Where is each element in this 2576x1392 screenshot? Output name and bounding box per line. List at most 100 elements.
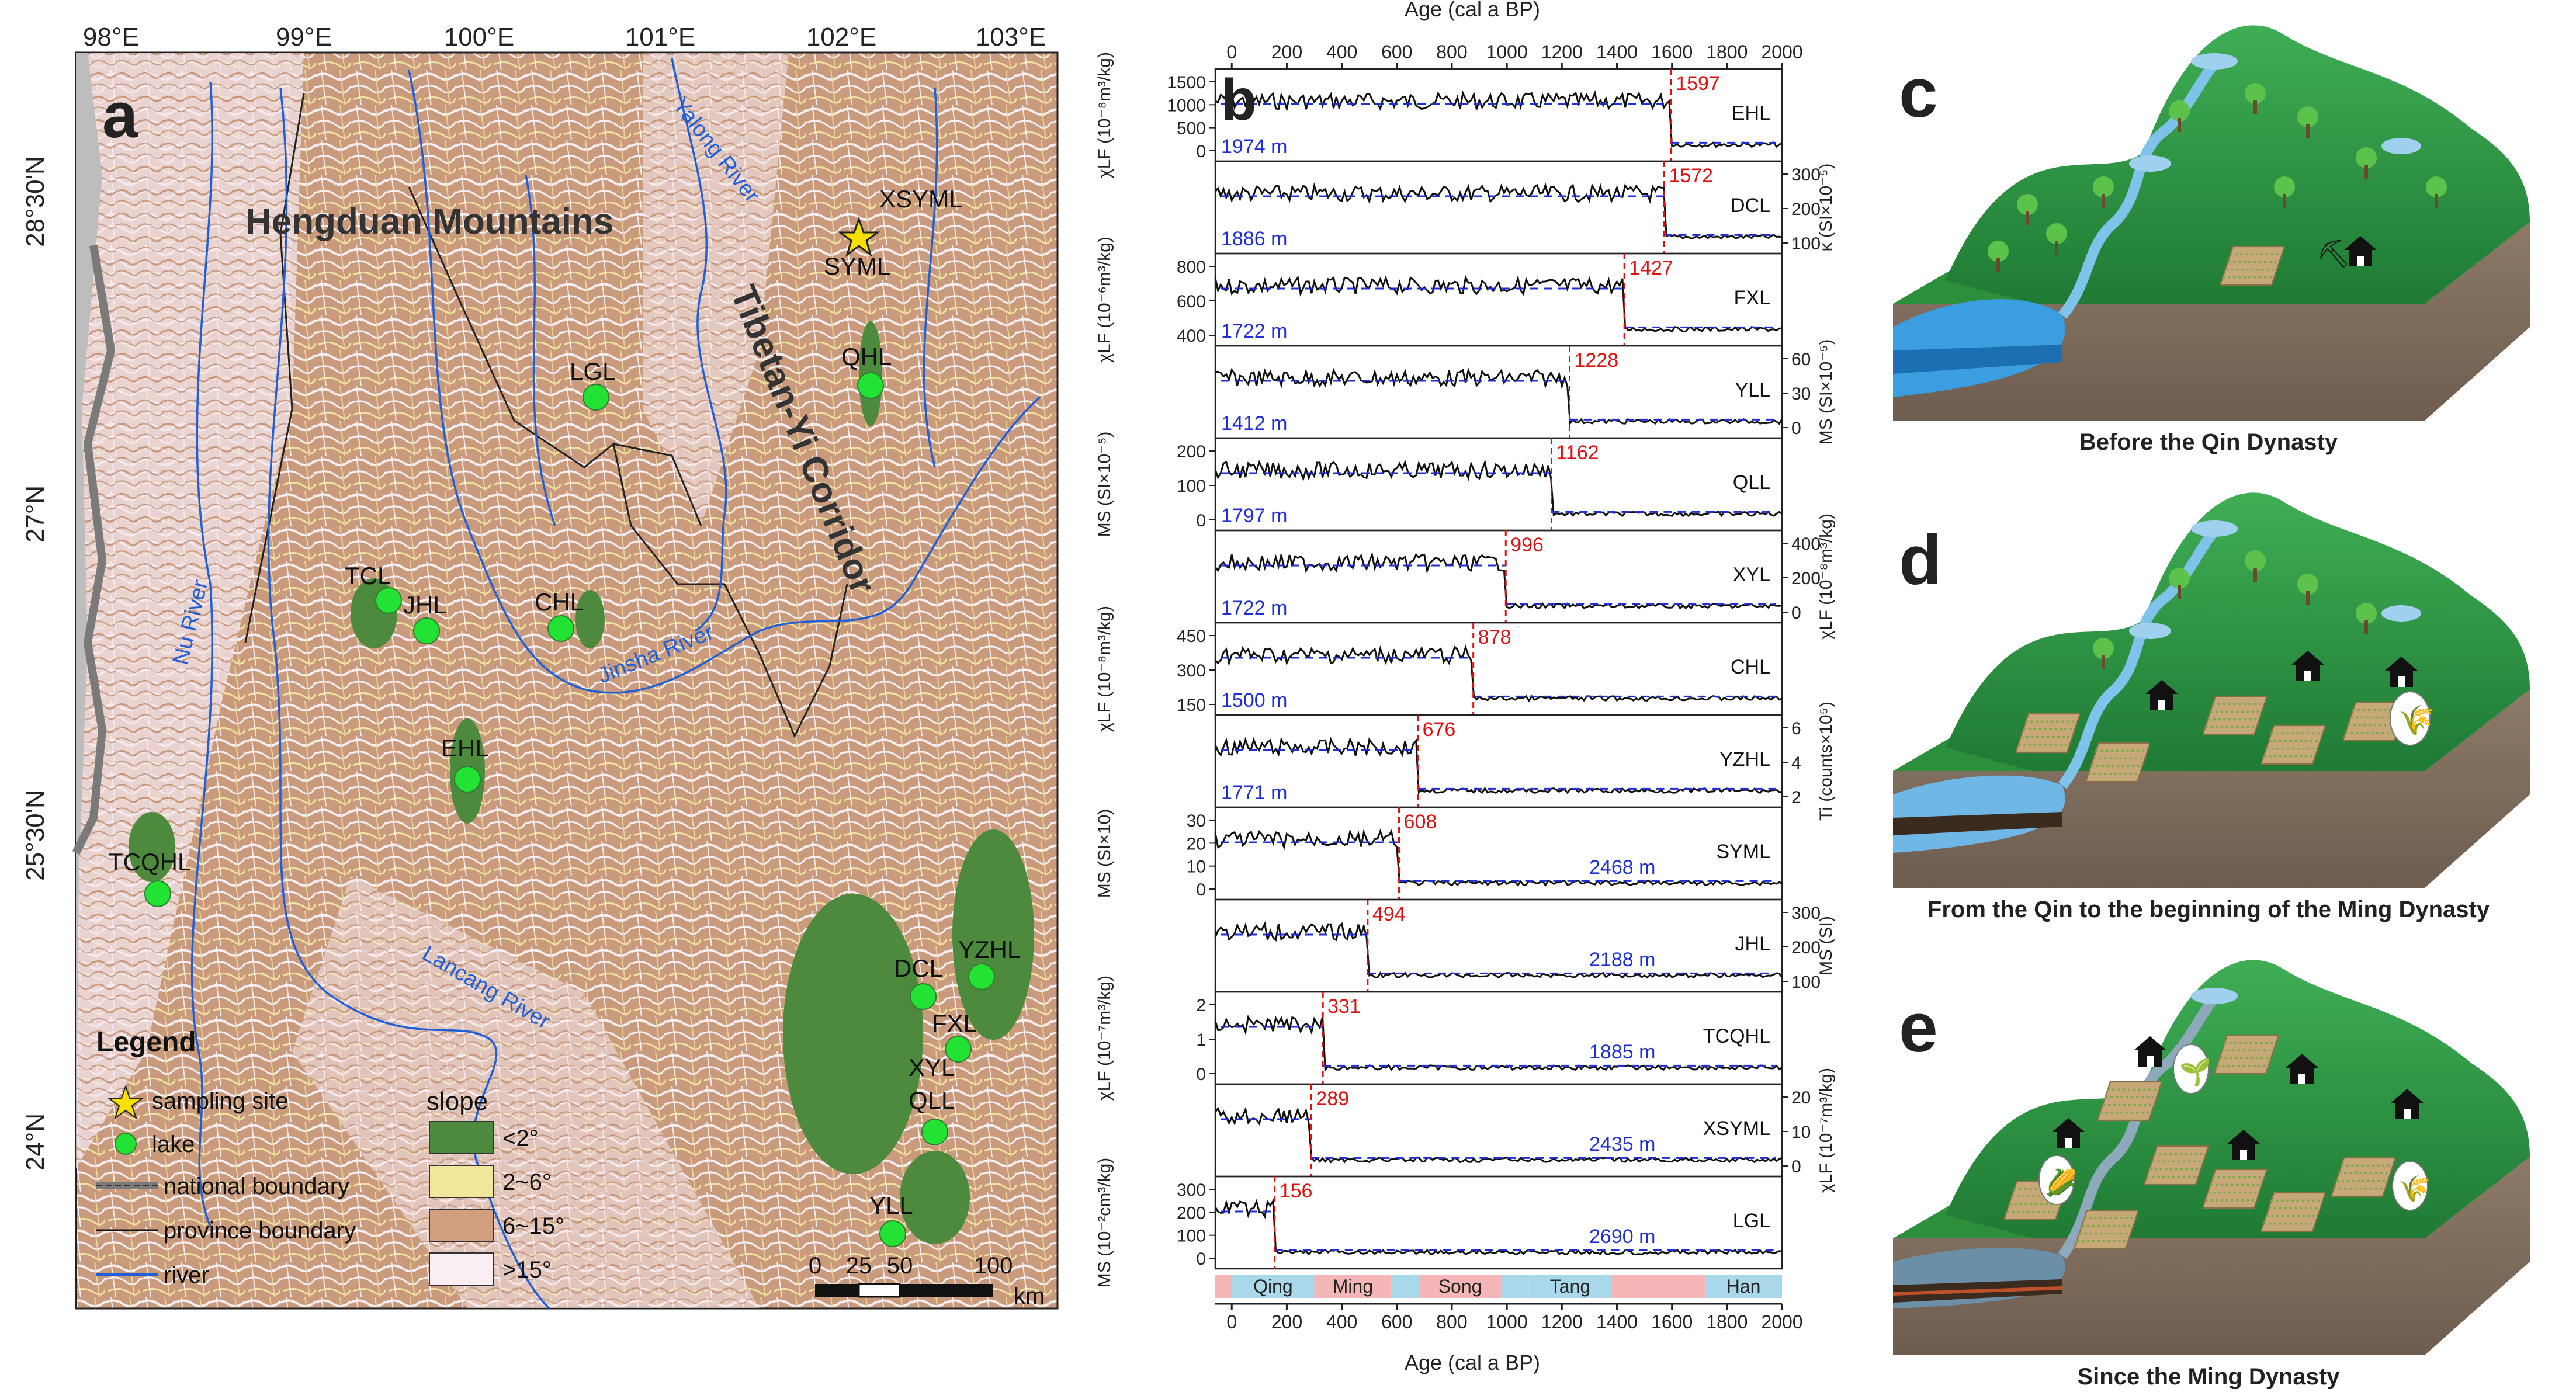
track-chl: 878 CHL 1500 m 450 300 150 — [1177, 622, 1783, 716]
elevation-label: 1771 m — [1221, 782, 1287, 804]
sampling-site-star — [837, 216, 880, 257]
steep-terrain-west — [76, 53, 304, 1168]
dynasty-segment — [1705, 1275, 1782, 1298]
record-curve — [1214, 828, 1783, 887]
y-tick: 400 — [1177, 327, 1206, 346]
elevation-label: 1412 m — [1221, 412, 1287, 435]
scale-tick: 100 — [974, 1253, 1013, 1279]
track-xyl: 996 XYL 1722 m 400 200 0 — [1214, 529, 1821, 624]
track-fxl: 1427 FXL 1722 m 800 600 400 — [1177, 252, 1783, 347]
lake-yzhl-dot — [968, 963, 995, 990]
track-jhl: 494 JHL 2188 m 300 200 100 — [1214, 898, 1821, 993]
track-tcqhl: 331 TCQHL 1885 m 2 1 0 — [1196, 991, 1783, 1085]
change-point-label: 996 — [1510, 534, 1544, 556]
x-axis-title-top: Age (cal a BP) — [1405, 0, 1540, 21]
y-axis-label: MS (SI×10⁻⁵) — [1095, 432, 1114, 537]
slope-label: <2° — [502, 1126, 539, 1151]
lake-label: DCL — [894, 954, 943, 982]
nu-river — [190, 81, 213, 1227]
y-tick: 0 — [1791, 603, 1801, 623]
lake-labels: LGL QHL TCL JHL CHL EHL TCQHL DCL YZHL F… — [108, 343, 1021, 1219]
lake-markers — [144, 372, 995, 1247]
record-curve — [1214, 1015, 1783, 1072]
lake-qhl-dot — [857, 372, 884, 399]
elevation-label: 1886 m — [1221, 228, 1287, 250]
slope-swatch-2 — [429, 1165, 494, 1198]
x-tick-bottom: 1400 — [1596, 1311, 1638, 1332]
change-point-label: 494 — [1372, 903, 1406, 925]
lat-tick: 28°30'N — [21, 156, 50, 247]
y-axis-label: χLF (10⁻⁶m³/kg) — [1095, 237, 1114, 363]
lon-tick: 102°E — [806, 23, 876, 51]
change-point-label: 1572 — [1669, 165, 1713, 187]
panel-a-map: 98°E 99°E 100°E 101°E 102°E 103°E 28°30'… — [0, 0, 1087, 1389]
lat-tick: 25°30'N — [21, 790, 50, 881]
y-tick: 0 — [1196, 1065, 1206, 1084]
legend-item: province boundary — [164, 1218, 356, 1244]
record-curve — [1214, 1198, 1783, 1256]
slope-legend-title: slope — [427, 1087, 488, 1116]
lake-dcl-dot — [910, 983, 937, 1010]
x-tick-top: 1400 — [1596, 41, 1638, 63]
lake-label: LGL — [570, 357, 616, 385]
slope-label: 6~15° — [502, 1213, 564, 1239]
scale-tick: 25 — [846, 1253, 872, 1279]
scale-tick: 50 — [887, 1253, 913, 1279]
y-tick: 100 — [1791, 973, 1821, 992]
y-tick: 200 — [1791, 938, 1821, 957]
lake-label: CHL — [535, 588, 584, 616]
elevation-label: 2188 m — [1589, 949, 1655, 971]
y-tick: 30 — [1791, 384, 1811, 404]
track-yll: 1228 YLL 1412 m 60 30 0 — [1214, 345, 1811, 439]
lake-ehl-dot — [454, 766, 481, 793]
change-point-label: 608 — [1404, 811, 1437, 833]
site-label-xsyml: XSYML — [879, 185, 962, 213]
lon-tick: 100°E — [444, 23, 514, 51]
y-axis-label: κ (SI×10⁻⁵) — [1816, 164, 1836, 252]
track-name: TCQHL — [1703, 1025, 1770, 1047]
flat-land-patches — [129, 321, 1034, 1244]
track-name: DCL — [1731, 195, 1770, 217]
y-tick: 0 — [1196, 511, 1206, 530]
rice-icon: 🌾 — [2398, 704, 2435, 737]
outside-area — [76, 53, 102, 1168]
change-point-label: 156 — [1280, 1180, 1313, 1202]
track-dcl: 1572 DCL 1886 m 300 200 100 — [1214, 160, 1821, 255]
y-axis-label: MS (SI) — [1816, 916, 1836, 976]
y-tick: 150 — [1177, 696, 1206, 715]
panel-letter-c: c — [1899, 54, 1938, 132]
slope-swatch-4 — [429, 1252, 494, 1286]
x-tick-top: 1800 — [1706, 41, 1748, 63]
x-tick-top: 2000 — [1761, 41, 1802, 63]
legend-lake-icon — [115, 1133, 137, 1155]
lon-ticks: 98°E 99°E 100°E 101°E 102°E 103°E — [83, 23, 1046, 51]
lake-label: XYL — [909, 1054, 955, 1081]
legend-item: national boundary — [164, 1174, 349, 1199]
dynasty-label: Ming — [1333, 1276, 1373, 1297]
legend-item: lake — [152, 1131, 195, 1157]
y-tick: 300 — [1177, 1181, 1206, 1200]
change-point-label: 1427 — [1629, 257, 1673, 279]
river-d — [2058, 527, 2218, 789]
y-tick: 30 — [1187, 811, 1206, 831]
y-tick: 200 — [1177, 1203, 1206, 1223]
steep-terrain-north — [643, 53, 789, 526]
lake-label: TCL — [345, 562, 391, 589]
x-tick-top: 1600 — [1651, 41, 1693, 63]
steep-terrain-south — [292, 876, 760, 1308]
y-tick: 450 — [1177, 627, 1206, 646]
map-legend: Legend sampling site lake national bound… — [96, 1027, 564, 1288]
record-curve — [1214, 644, 1783, 703]
y-tick: 20 — [1187, 834, 1206, 853]
legend-item: river — [164, 1262, 209, 1288]
y-tick: 100 — [1177, 1227, 1206, 1246]
elevation-label: 2468 m — [1589, 856, 1655, 879]
track-name: EHL — [1732, 102, 1770, 124]
lake-label: EHL — [441, 734, 489, 762]
map-svg: 98°E 99°E 100°E 101°E 102°E 103°E 28°30'… — [21, 23, 1059, 1310]
track-name: SYML — [1716, 841, 1770, 863]
y-axis-label: χLF (10⁻⁸m³/kg) — [1095, 606, 1114, 732]
y-tick: 200 — [1177, 442, 1206, 461]
track-name: FXL — [1734, 287, 1770, 309]
y-tick: 1500 — [1167, 73, 1206, 92]
